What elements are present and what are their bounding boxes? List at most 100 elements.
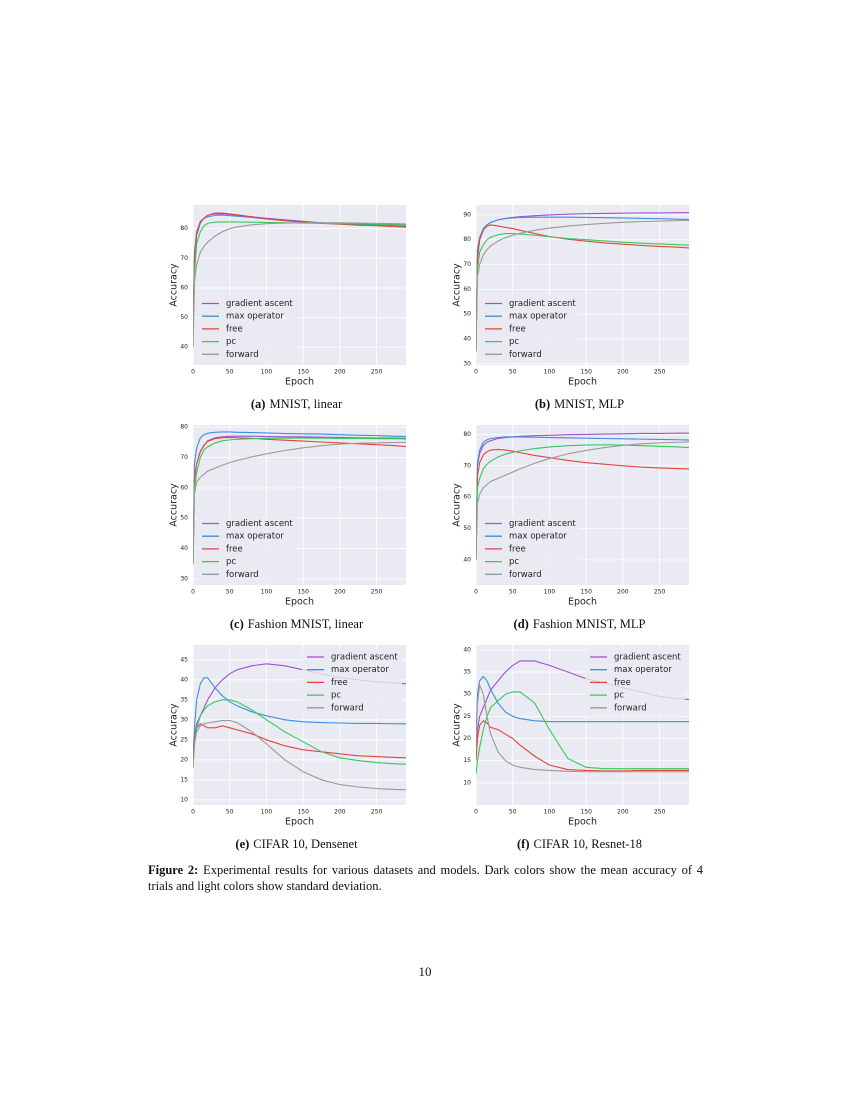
legend-box: [302, 649, 402, 717]
x-tick-label: 0: [191, 809, 195, 816]
legend-label: free: [226, 544, 243, 554]
y-tick-label: 10: [180, 796, 188, 803]
series-line: [193, 222, 406, 348]
series-line: [193, 699, 406, 768]
y-tick-label: 40: [180, 545, 188, 552]
legend-label: max operator: [509, 532, 567, 542]
legend-label: pc: [331, 691, 341, 701]
y-tick-label: 60: [463, 494, 471, 501]
series-line: [476, 675, 689, 739]
legend-label: max operator: [226, 312, 284, 322]
legend-label: pc: [226, 557, 236, 567]
x-tick-label: 50: [226, 809, 234, 816]
y-tick-label: 60: [463, 286, 471, 293]
chart: 30 40 50 60 70 80 90 0 50 100 150 200 250 Epoch Accura…: [452, 205, 689, 411]
series-line: [476, 216, 689, 352]
legend-label: pc: [226, 337, 236, 347]
subcaption-title: Fashion MNIST, MLP: [533, 617, 646, 631]
x-tick-label: 50: [509, 369, 517, 376]
subcaption: (c) Fashion MNIST, linear: [230, 617, 364, 631]
x-tick-label: 250: [654, 809, 666, 816]
x-tick-label: 250: [371, 369, 383, 376]
y-tick-label: 30: [180, 575, 188, 582]
y-tick-label: 15: [463, 757, 471, 764]
y-tick-label: 50: [463, 311, 471, 318]
legend-box: [585, 649, 685, 717]
x-tick-label: 150: [580, 369, 592, 376]
y-tick-label: 10: [463, 779, 471, 786]
y-tick-label: 60: [180, 284, 188, 291]
x-tick-label: 150: [580, 589, 592, 596]
series-line: [476, 691, 689, 775]
y-tick-label: 30: [180, 716, 188, 723]
y-tick-label: 35: [180, 696, 188, 703]
x-axis-label: Epoch: [568, 377, 597, 388]
x-axis-label: Epoch: [285, 817, 314, 828]
y-tick-label: 70: [180, 255, 188, 262]
series-line: [476, 232, 689, 352]
x-tick-label: 0: [191, 589, 195, 596]
subcaption-title: CIFAR 10, Resnet-18: [534, 837, 642, 851]
legend-box: [480, 515, 580, 583]
x-tick-label: 100: [544, 369, 556, 376]
x-tick-label: 150: [580, 809, 592, 816]
chart: 40 50 60 70 80 0 50 100 150 200 250 Epoch Accuracy gr…: [452, 425, 689, 631]
series-line: [476, 683, 689, 773]
x-tick-label: 100: [261, 589, 273, 596]
caption-text: Experimental results for various dataset…: [148, 863, 704, 893]
subcaption-label: (d): [514, 617, 529, 631]
series-line: [193, 437, 406, 564]
chart: 30 40 50 60 70 80 0 50 100 150 200 250 Epoch Accuracy…: [169, 424, 406, 631]
legend-box: [197, 515, 297, 583]
x-tick-label: 200: [334, 589, 346, 596]
legend-label: gradient ascent: [331, 653, 398, 663]
x-tick-label: 50: [226, 589, 234, 596]
legend-label: forward: [226, 570, 259, 580]
legend-label: forward: [509, 570, 542, 580]
lines: [476, 212, 689, 352]
x-tick-label: 0: [191, 369, 195, 376]
x-tick-label: 0: [474, 369, 478, 376]
x-tick-label: 250: [654, 589, 666, 596]
y-tick-label: 50: [463, 525, 471, 532]
subcaption-title: CIFAR 10, Densenet: [253, 837, 358, 851]
x-axis-label: Epoch: [285, 377, 314, 388]
y-tick-label: 70: [463, 462, 471, 469]
series-line: [476, 441, 689, 560]
series-line: [476, 436, 689, 560]
lines: [193, 212, 406, 348]
x-tick-label: 200: [617, 369, 629, 376]
x-axis-label: Epoch: [285, 597, 314, 608]
legend-label: gradient ascent: [226, 519, 293, 529]
legend-label: forward: [509, 350, 542, 360]
y-axis-label: Accuracy: [452, 483, 463, 527]
subcaption-title: MNIST, linear: [269, 397, 343, 411]
lines: [193, 431, 406, 564]
x-tick-label: 200: [334, 809, 346, 816]
y-tick-label: 80: [180, 225, 188, 232]
series-line: [193, 212, 406, 333]
x-tick-label: 150: [297, 809, 309, 816]
chart: 10 15 20 25 30 35 40 45 0 50 100 150 200 250 Epoch Accu…: [169, 645, 406, 851]
x-tick-label: 200: [617, 809, 629, 816]
x-tick-label: 250: [654, 369, 666, 376]
legend-label: forward: [331, 703, 364, 713]
y-tick-label: 20: [463, 735, 471, 742]
legend-label: pc: [509, 337, 519, 347]
x-tick-label: 200: [334, 369, 346, 376]
y-tick-label: 45: [180, 656, 188, 663]
y-tick-label: 40: [180, 676, 188, 683]
legend-label: pc: [509, 557, 519, 567]
legend-box: [197, 295, 297, 363]
y-tick-label: 60: [180, 484, 188, 491]
y-axis-label: Accuracy: [169, 263, 180, 307]
y-tick-label: 30: [463, 360, 471, 367]
y-tick-label: 35: [463, 669, 471, 676]
series-line: [476, 448, 689, 560]
series-line: [476, 432, 689, 560]
y-axis-label: Accuracy: [169, 483, 180, 527]
legend-label: max operator: [614, 665, 672, 675]
legend-label: max operator: [226, 532, 284, 542]
x-tick-label: 50: [226, 369, 234, 376]
legend-label: free: [509, 544, 526, 554]
